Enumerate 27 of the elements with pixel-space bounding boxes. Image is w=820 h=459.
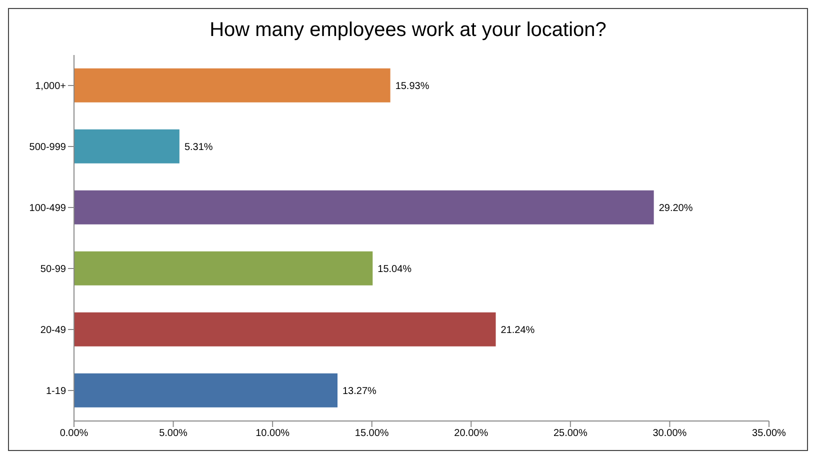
x-tick-label: 10.00% <box>256 428 290 440</box>
bar <box>74 190 654 224</box>
bar <box>74 251 373 286</box>
data-label: 5.31% <box>184 142 213 153</box>
x-tick-label: 15.00% <box>354 428 389 440</box>
x-tick-label: 35.00% <box>752 428 786 440</box>
x-tick-label: 30.00% <box>652 428 687 440</box>
y-tick-label: 1,000+ <box>35 81 66 92</box>
data-label: 13.27% <box>342 386 377 397</box>
bar <box>74 129 180 164</box>
y-tick-label: 20-49 <box>40 325 66 336</box>
x-tick-label: 25.00% <box>553 428 588 440</box>
y-tick-label: 500-999 <box>29 142 66 154</box>
x-tick-label: 5.00% <box>159 428 188 440</box>
data-label: 21.24% <box>500 324 535 336</box>
bar <box>74 312 496 346</box>
data-label: 29.20% <box>658 202 693 214</box>
chart-title: How many employees work at your location? <box>208 18 608 43</box>
x-tick-label: 0.00% <box>60 428 88 440</box>
x-tick-label: 20.00% <box>454 428 488 440</box>
data-label: 15.04% <box>378 264 412 275</box>
bar <box>74 68 390 102</box>
bar <box>74 373 338 408</box>
y-tick-label: 100-499 <box>29 203 66 214</box>
data-label: 15.93% <box>395 80 430 92</box>
y-tick-label: 50-99 <box>40 264 66 276</box>
y-tick-label: 1-19 <box>46 386 66 398</box>
